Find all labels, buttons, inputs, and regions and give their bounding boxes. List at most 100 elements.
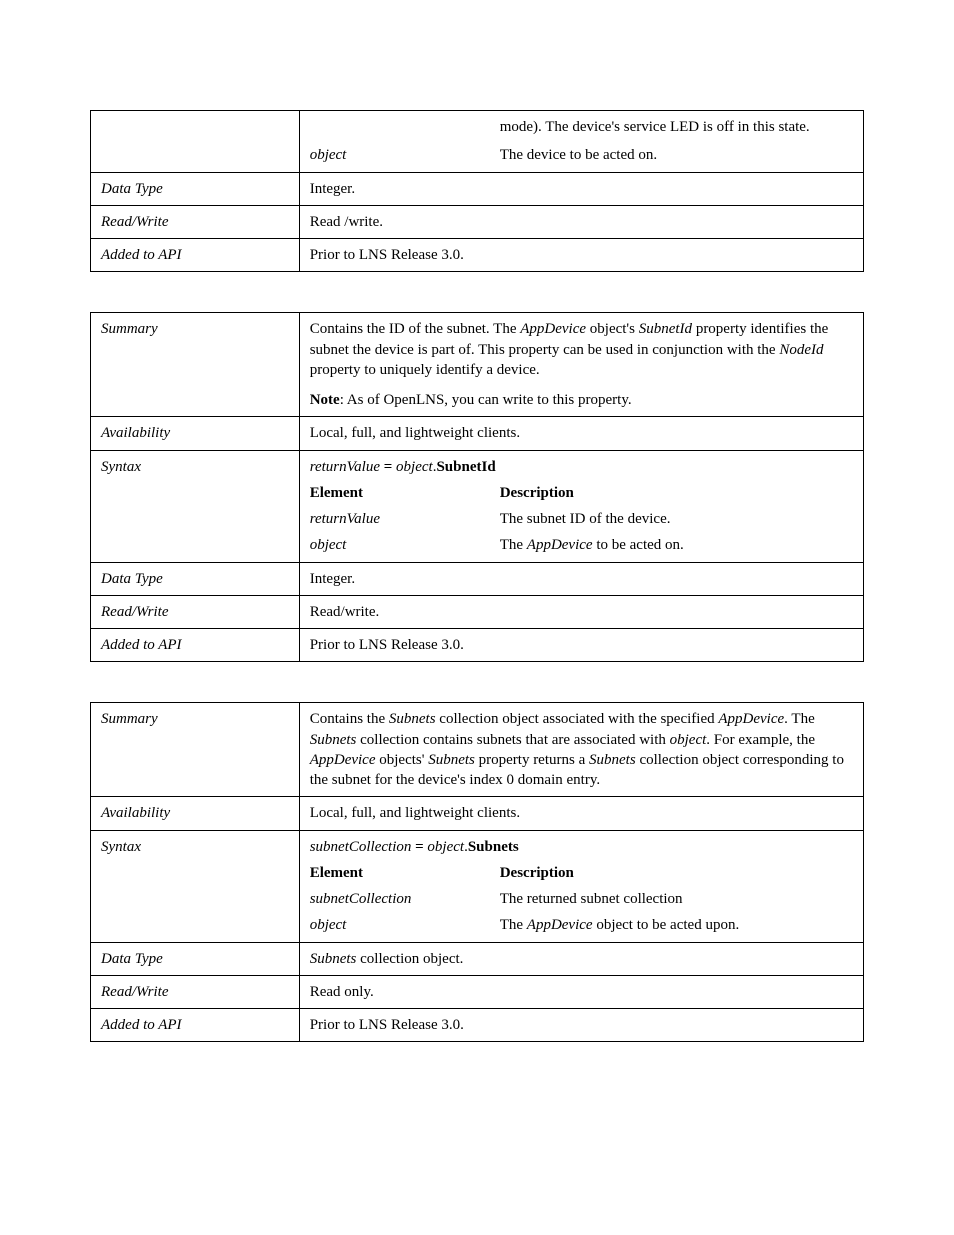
text: collection object.	[356, 951, 463, 967]
text: collection object associated with the sp…	[436, 711, 719, 727]
appdevice-ref: AppDevice	[527, 537, 593, 553]
text: . The	[784, 711, 815, 727]
blank-label	[91, 111, 300, 173]
note: Note: As of OpenLNS, you can write to th…	[310, 390, 853, 410]
element-object: object	[310, 915, 480, 935]
read-write-value: Read/write.	[299, 595, 863, 628]
property-name: Subnets	[468, 839, 519, 855]
summary-label: Summary	[91, 313, 300, 417]
subnets-ref: Subnets	[589, 752, 636, 768]
desc-subnet-collection: The returned subnet collection	[500, 889, 853, 909]
desc-object: The AppDevice to be acted on.	[500, 535, 853, 555]
table-row: Availability Local, full, and lightweigh…	[91, 797, 864, 830]
syntax-expression: returnValue = object.SubnetId	[310, 457, 853, 477]
table-row: Added to API Prior to LNS Release 3.0.	[91, 1009, 864, 1042]
equals: =	[380, 459, 396, 475]
appdevice-ref: AppDevice	[520, 321, 586, 337]
table-row: Added to API Prior to LNS Release 3.0.	[91, 239, 864, 272]
property-table-1: mode). The device's service LED is off i…	[90, 110, 864, 272]
syntax-label: Syntax	[91, 830, 300, 942]
appdevice-ref: AppDevice	[527, 917, 593, 933]
table-row: Read/Write Read only.	[91, 975, 864, 1008]
element-object: object	[310, 535, 480, 555]
data-type-value: Integer.	[299, 172, 863, 205]
equals: =	[411, 839, 427, 855]
subnetid-ref: SubnetId	[639, 321, 692, 337]
object-ref: object	[396, 459, 433, 475]
description-header: Description	[500, 483, 853, 503]
availability-value: Local, full, and lightweight clients.	[299, 797, 863, 830]
note-label: Note	[310, 392, 340, 408]
subnets-ref: Subnets	[428, 752, 475, 768]
availability-value: Local, full, and lightweight clients.	[299, 417, 863, 450]
syntax-label: Syntax	[91, 450, 300, 562]
syntax-continuation: mode). The device's service LED is off i…	[299, 111, 863, 173]
availability-label: Availability	[91, 797, 300, 830]
subnets-ref: Subnets	[310, 951, 357, 967]
blank	[310, 117, 480, 137]
summary-label: Summary	[91, 703, 300, 797]
return-value: returnValue	[310, 459, 380, 475]
table-row: Data Type Subnets collection object.	[91, 942, 864, 975]
property-table-subnetid: Summary Contains the ID of the subnet. T…	[90, 312, 864, 662]
summary-value: Contains the Subnets collection object a…	[299, 703, 863, 797]
object-ref: object	[670, 732, 707, 748]
element-return-value: returnValue	[310, 509, 480, 529]
data-type-label: Data Type	[91, 172, 300, 205]
text: Contains the ID of the subnet. The	[310, 321, 521, 337]
read-write-value: Read only.	[299, 975, 863, 1008]
table-row: Added to API Prior to LNS Release 3.0.	[91, 629, 864, 662]
table-row: Syntax returnValue = object.SubnetId Ele…	[91, 450, 864, 562]
property-table-subnets: Summary Contains the Subnets collection …	[90, 702, 864, 1042]
desc-return-value: The subnet ID of the device.	[500, 509, 853, 529]
table-row: mode). The device's service LED is off i…	[91, 111, 864, 173]
page: mode). The device's service LED is off i…	[0, 0, 954, 1142]
added-api-label: Added to API	[91, 629, 300, 662]
syntax-expression: subnetCollection = object.Subnets	[310, 837, 853, 857]
description-header: Description	[500, 863, 853, 883]
table-row: Data Type Integer.	[91, 172, 864, 205]
element-header: Element	[310, 483, 480, 503]
subnet-collection: subnetCollection	[310, 839, 412, 855]
read-write-label: Read/Write	[91, 205, 300, 238]
note-text: : As of OpenLNS, you can write to this p…	[340, 392, 632, 408]
table-row: Summary Contains the Subnets collection …	[91, 703, 864, 797]
object-desc: The device to be acted on.	[500, 145, 853, 165]
added-api-value: Prior to LNS Release 3.0.	[299, 1009, 863, 1042]
element-header: Element	[310, 863, 480, 883]
data-type-value: Integer.	[299, 562, 863, 595]
summary-value: Contains the ID of the subnet. The AppDe…	[299, 313, 863, 417]
text: objects'	[376, 752, 429, 768]
table-row: Data Type Integer.	[91, 562, 864, 595]
appdevice-ref: AppDevice	[310, 752, 376, 768]
table-row: Syntax subnetCollection = object.Subnets…	[91, 830, 864, 942]
syntax-value: subnetCollection = object.Subnets Elemen…	[299, 830, 863, 942]
added-api-value: Prior to LNS Release 3.0.	[299, 629, 863, 662]
added-api-value: Prior to LNS Release 3.0.	[299, 239, 863, 272]
added-api-label: Added to API	[91, 1009, 300, 1042]
added-api-label: Added to API	[91, 239, 300, 272]
text: object to be acted upon.	[593, 917, 740, 933]
text: property to uniquely identify a device.	[310, 362, 540, 378]
element-object: object	[310, 145, 480, 165]
table-row: Read/Write Read/write.	[91, 595, 864, 628]
table-row: Availability Local, full, and lightweigh…	[91, 417, 864, 450]
text: The	[500, 917, 527, 933]
read-write-label: Read/Write	[91, 595, 300, 628]
desc-object: The AppDevice object to be acted upon.	[500, 915, 853, 935]
text: . For example, the	[706, 732, 815, 748]
availability-label: Availability	[91, 417, 300, 450]
subnets-ref: Subnets	[310, 732, 357, 748]
text: Contains the	[310, 711, 389, 727]
data-type-label: Data Type	[91, 562, 300, 595]
subnets-ref: Subnets	[389, 711, 436, 727]
table-row: Summary Contains the ID of the subnet. T…	[91, 313, 864, 417]
nodeid-ref: NodeId	[779, 342, 823, 358]
read-write-label: Read/Write	[91, 975, 300, 1008]
text: to be acted on.	[593, 537, 684, 553]
table-row: Read/Write Read /write.	[91, 205, 864, 238]
property-name: SubnetId	[436, 459, 495, 475]
read-write-value: Read /write.	[299, 205, 863, 238]
text: collection contains subnets that are ass…	[356, 732, 669, 748]
mode-desc: mode). The device's service LED is off i…	[500, 117, 853, 137]
